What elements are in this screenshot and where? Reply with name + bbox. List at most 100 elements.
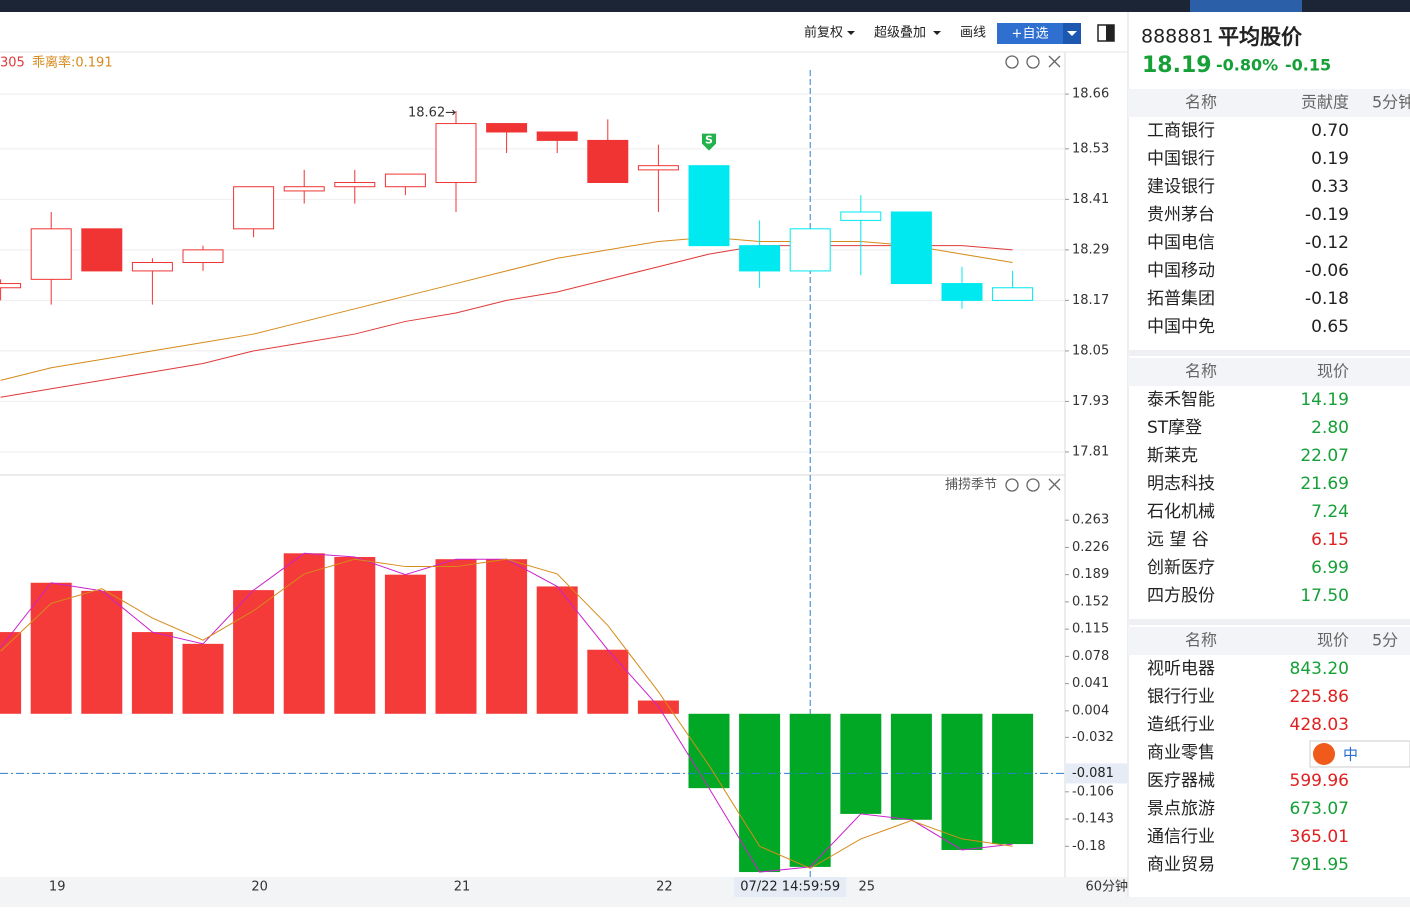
row-name[interactable]: 明志科技 <box>1147 474 1215 494</box>
period-label[interactable]: 60分钟 <box>1085 879 1128 895</box>
row-name[interactable]: 中国中免 <box>1147 317 1215 337</box>
table-header: 贡献度 <box>1301 93 1349 112</box>
x-tick-label: 22 <box>656 880 673 895</box>
candle-body <box>435 123 477 184</box>
histogram-bar <box>30 582 72 714</box>
row-name[interactable]: 商业零售 <box>1147 743 1215 763</box>
candle-body <box>637 165 679 171</box>
indicator-line <box>0 558 1013 869</box>
row-name[interactable]: 中国移动 <box>1147 261 1215 281</box>
indicator-line <box>0 245 1013 398</box>
y-tick-label: 0.226 <box>1072 540 1109 555</box>
table-header: 现价 <box>1317 631 1349 650</box>
row-value: 7.24 <box>1311 502 1349 522</box>
indicator-line <box>0 236 1013 381</box>
histogram-bar <box>384 574 426 714</box>
row-value: 6.99 <box>1311 558 1349 578</box>
row-name[interactable]: 创新医疗 <box>1147 558 1215 578</box>
row-name[interactable]: 远 望 谷 <box>1147 530 1209 550</box>
y-tick-label: 0.152 <box>1072 594 1109 609</box>
row-value: 0.19 <box>1311 149 1349 169</box>
table-header: 现价 <box>1317 362 1349 381</box>
x-axis-bg <box>0 877 1128 897</box>
tab-bar[interactable] <box>0 0 1410 12</box>
row-value: 225.86 <box>1290 687 1349 707</box>
row-name[interactable]: 景点旅游 <box>1147 799 1215 819</box>
row-name[interactable]: 银行行业 <box>1147 687 1215 707</box>
row-name[interactable]: 建设银行 <box>1147 177 1215 197</box>
y-tick-label: 18.53 <box>1072 141 1109 156</box>
panel-toggle <box>1106 25 1114 41</box>
table-header-bg <box>1128 627 1410 655</box>
active-tab[interactable] <box>1190 0 1302 12</box>
quote-change: -0.15 <box>1285 56 1331 75</box>
histogram-bar <box>486 559 528 714</box>
y-tick-label: 18.41 <box>1072 192 1109 207</box>
row-name[interactable]: 拓普集团 <box>1147 289 1215 309</box>
histogram-bar <box>890 713 932 820</box>
y-tick-label: 18.29 <box>1072 242 1109 257</box>
histogram-bar <box>536 586 578 714</box>
candle-body <box>992 287 1034 301</box>
candle-body <box>30 228 72 280</box>
quote-change-pct: -0.80% <box>1216 56 1278 75</box>
candle-body <box>688 165 730 247</box>
crosshair-x-label: 07/22 14:59:59 <box>740 880 840 895</box>
add-button-label[interactable]: +自选 <box>1012 27 1049 42</box>
pane-icons[interactable] <box>1005 55 1061 492</box>
candle-body <box>941 283 983 301</box>
candle-body <box>739 245 781 272</box>
row-value: -0.12 <box>1305 233 1349 253</box>
row-name[interactable]: 医疗器械 <box>1147 771 1215 791</box>
crosshair-x-box <box>734 877 847 897</box>
row-value: 0.70 <box>1311 121 1349 141</box>
table-header: 名称 <box>1185 362 1217 381</box>
candle-body <box>789 228 831 272</box>
row-name[interactable]: ST摩登 <box>1147 418 1202 438</box>
histogram-bar <box>334 556 376 714</box>
table-header: 5分钟 <box>1372 93 1410 112</box>
add-button[interactable] <box>997 23 1063 44</box>
y-tick-label: 18.05 <box>1072 343 1109 358</box>
candle-body <box>233 186 275 230</box>
y-tick-label: 0.189 <box>1072 567 1109 582</box>
row-value: 6.15 <box>1311 530 1349 550</box>
y-tick-label: 0.004 <box>1072 703 1109 718</box>
row-name[interactable]: 通信行业 <box>1147 827 1215 847</box>
row-name[interactable]: 石化机械 <box>1147 502 1215 522</box>
row-name[interactable]: 贵州茅台 <box>1147 205 1215 225</box>
row-name[interactable]: 泰禾智能 <box>1147 390 1215 410</box>
row-name[interactable]: 斯莱克 <box>1147 446 1198 466</box>
section-gap <box>1128 619 1410 625</box>
bottom-bar <box>0 897 1410 907</box>
candle-body <box>182 249 224 263</box>
histogram-bar <box>992 713 1034 845</box>
x-tick-label: 19 <box>49 880 66 895</box>
row-name[interactable]: 商业贸易 <box>1147 855 1215 875</box>
quote-name: 平均股价 <box>1218 25 1303 49</box>
signal-icon <box>702 133 716 151</box>
histogram-bar <box>182 643 224 714</box>
toolbar-item[interactable]: 前复权 <box>804 25 843 41</box>
row-value: 22.07 <box>1300 446 1349 466</box>
candle-body <box>131 262 173 272</box>
crosshair-y-box <box>1066 763 1128 784</box>
toolbar-item[interactable]: 超级叠加 <box>874 26 926 41</box>
table-header: 名称 <box>1185 631 1217 650</box>
candle-body <box>384 173 426 188</box>
row-name[interactable]: 四方股份 <box>1147 586 1215 606</box>
candle-body <box>840 211 882 221</box>
y-tick-label: 0.078 <box>1072 649 1109 664</box>
candle-body <box>890 211 932 285</box>
row-name[interactable]: 中国电信 <box>1147 233 1215 253</box>
row-value: 0.33 <box>1311 177 1349 197</box>
ime-mode: 中 <box>1343 746 1358 764</box>
row-name[interactable]: 视听电器 <box>1147 659 1215 679</box>
histogram-bar <box>789 713 831 867</box>
section-gap <box>1128 350 1410 356</box>
toolbar-item[interactable]: 画线 <box>960 26 986 41</box>
row-name[interactable]: 工商银行 <box>1147 121 1215 141</box>
row-name[interactable]: 造纸行业 <box>1147 715 1215 735</box>
row-name[interactable]: 中国银行 <box>1147 149 1215 169</box>
legend-item: 305 <box>0 56 25 71</box>
